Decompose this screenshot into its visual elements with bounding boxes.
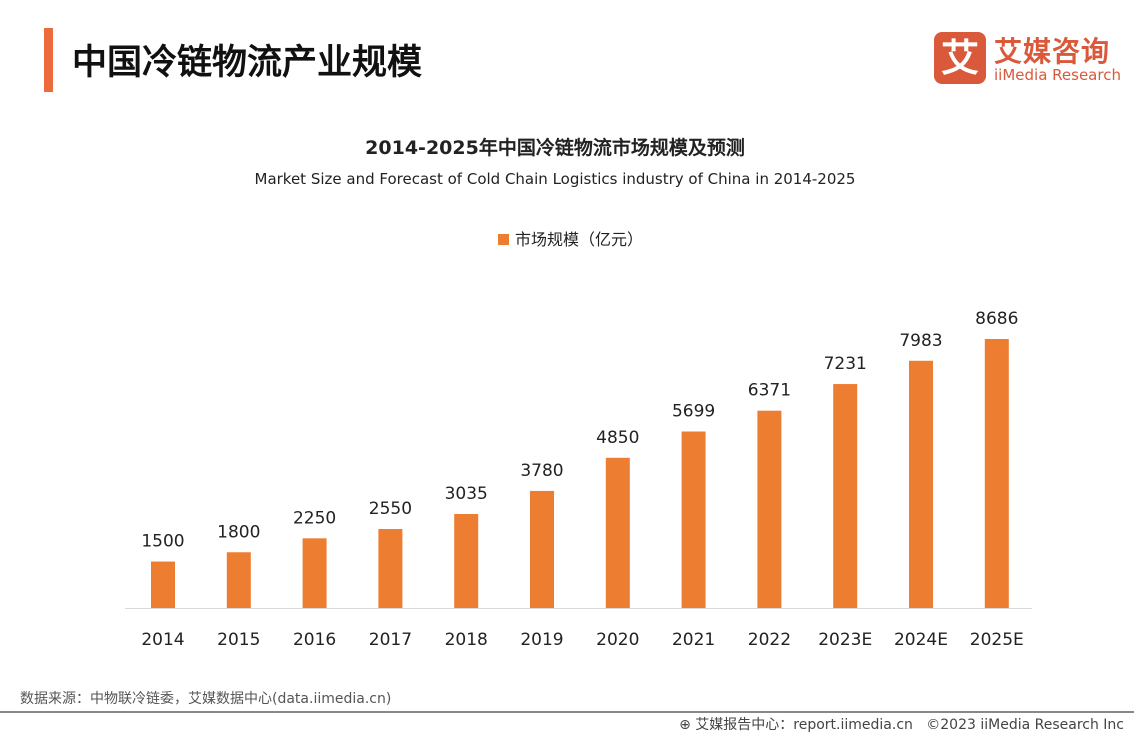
x-tick-2016: 2016 (293, 630, 336, 650)
data-label-2016: 2250 (293, 508, 336, 528)
data-label-2015: 1800 (217, 522, 260, 542)
bar-2025E (984, 339, 1009, 608)
data-label-2014: 1500 (141, 532, 184, 552)
footer-divider (0, 711, 1134, 713)
bar-2014 (151, 561, 175, 608)
data-label-2017: 2550 (369, 499, 412, 519)
data-label-2019: 3780 (520, 461, 563, 481)
legend-swatch (498, 234, 509, 245)
bar-2023E (833, 384, 858, 608)
x-tick-2023E: 2023E (818, 630, 872, 650)
x-tick-2019: 2019 (520, 630, 563, 650)
logo-mark: 艾 (934, 32, 986, 84)
x-tick-2025E: 2025E (970, 630, 1024, 650)
title-accent-bar (44, 28, 53, 92)
x-tick-2022: 2022 (748, 630, 791, 650)
data-label-2023E: 7231 (824, 354, 867, 374)
bar-2016 (302, 538, 327, 608)
bar-2020 (605, 457, 630, 608)
x-tick-2017: 2017 (369, 630, 412, 650)
data-label-2025E: 8686 (975, 309, 1018, 329)
data-label-2018: 3035 (445, 484, 488, 504)
x-tick-2015: 2015 (217, 630, 260, 650)
x-tick-2020: 2020 (596, 630, 639, 650)
chart-title: 2014-2025年中国冷链物流市场规模及预测 (365, 137, 745, 159)
logo-text-en: iiMedia Research (994, 66, 1121, 84)
copyright: ©2023 iiMedia Research Inc (926, 717, 1124, 733)
bar-2015 (226, 552, 251, 608)
bar-2017 (378, 529, 403, 608)
footer-info: ⊕ 艾媒报告中心：report.iimedia.cn ©2023 iiMedia… (679, 714, 1124, 734)
legend: 市场规模（亿元） (498, 226, 643, 250)
chart-subtitle: Market Size and Forecast of Cold Chain L… (254, 170, 856, 188)
bar-2018 (454, 514, 479, 608)
bar-2022 (757, 410, 782, 608)
bar-2019 (530, 490, 554, 608)
report-link[interactable]: 艾媒报告中心：report.iimedia.cn (695, 717, 913, 733)
x-tick-2021: 2021 (672, 630, 715, 650)
data-label-2020: 4850 (596, 428, 639, 448)
data-label-2024E: 7983 (899, 331, 942, 351)
x-tick-2024E: 2024E (894, 630, 948, 650)
bar-2024E (909, 360, 933, 608)
x-tick-2014: 2014 (141, 630, 184, 650)
page-title: 中国冷链物流产业规模 (72, 43, 423, 83)
data-label-2021: 5699 (672, 402, 715, 422)
logo-text-cn: 艾媒咨询 (994, 35, 1111, 68)
source-note: 数据来源：中物联冷链委，艾媒数据中心(data.iimedia.cn) (20, 691, 392, 707)
bar-2021 (681, 431, 706, 608)
globe-icon: ⊕ (679, 717, 696, 733)
legend-label: 市场规模（亿元） (515, 230, 644, 249)
x-tick-2018: 2018 (445, 630, 488, 650)
data-label-2022: 6371 (748, 381, 791, 401)
